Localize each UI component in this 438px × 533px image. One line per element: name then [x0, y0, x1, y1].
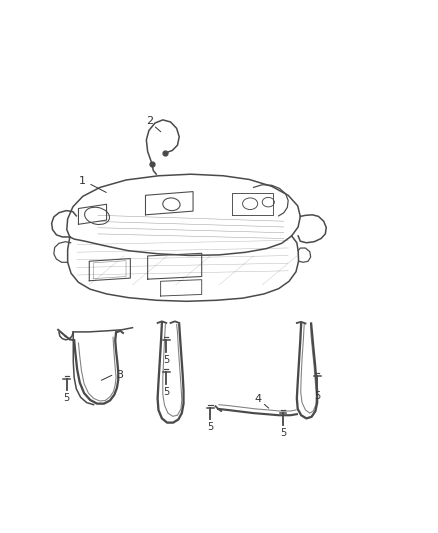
- Text: 4: 4: [254, 394, 261, 405]
- Text: 5: 5: [163, 356, 170, 366]
- Text: 5: 5: [64, 393, 70, 403]
- Text: 1: 1: [79, 176, 86, 186]
- Text: 5: 5: [280, 427, 286, 438]
- Text: 2: 2: [146, 116, 153, 126]
- Text: 5: 5: [163, 387, 170, 397]
- Text: 5: 5: [207, 422, 213, 432]
- Text: 5: 5: [314, 391, 320, 401]
- Text: 3: 3: [116, 370, 123, 380]
